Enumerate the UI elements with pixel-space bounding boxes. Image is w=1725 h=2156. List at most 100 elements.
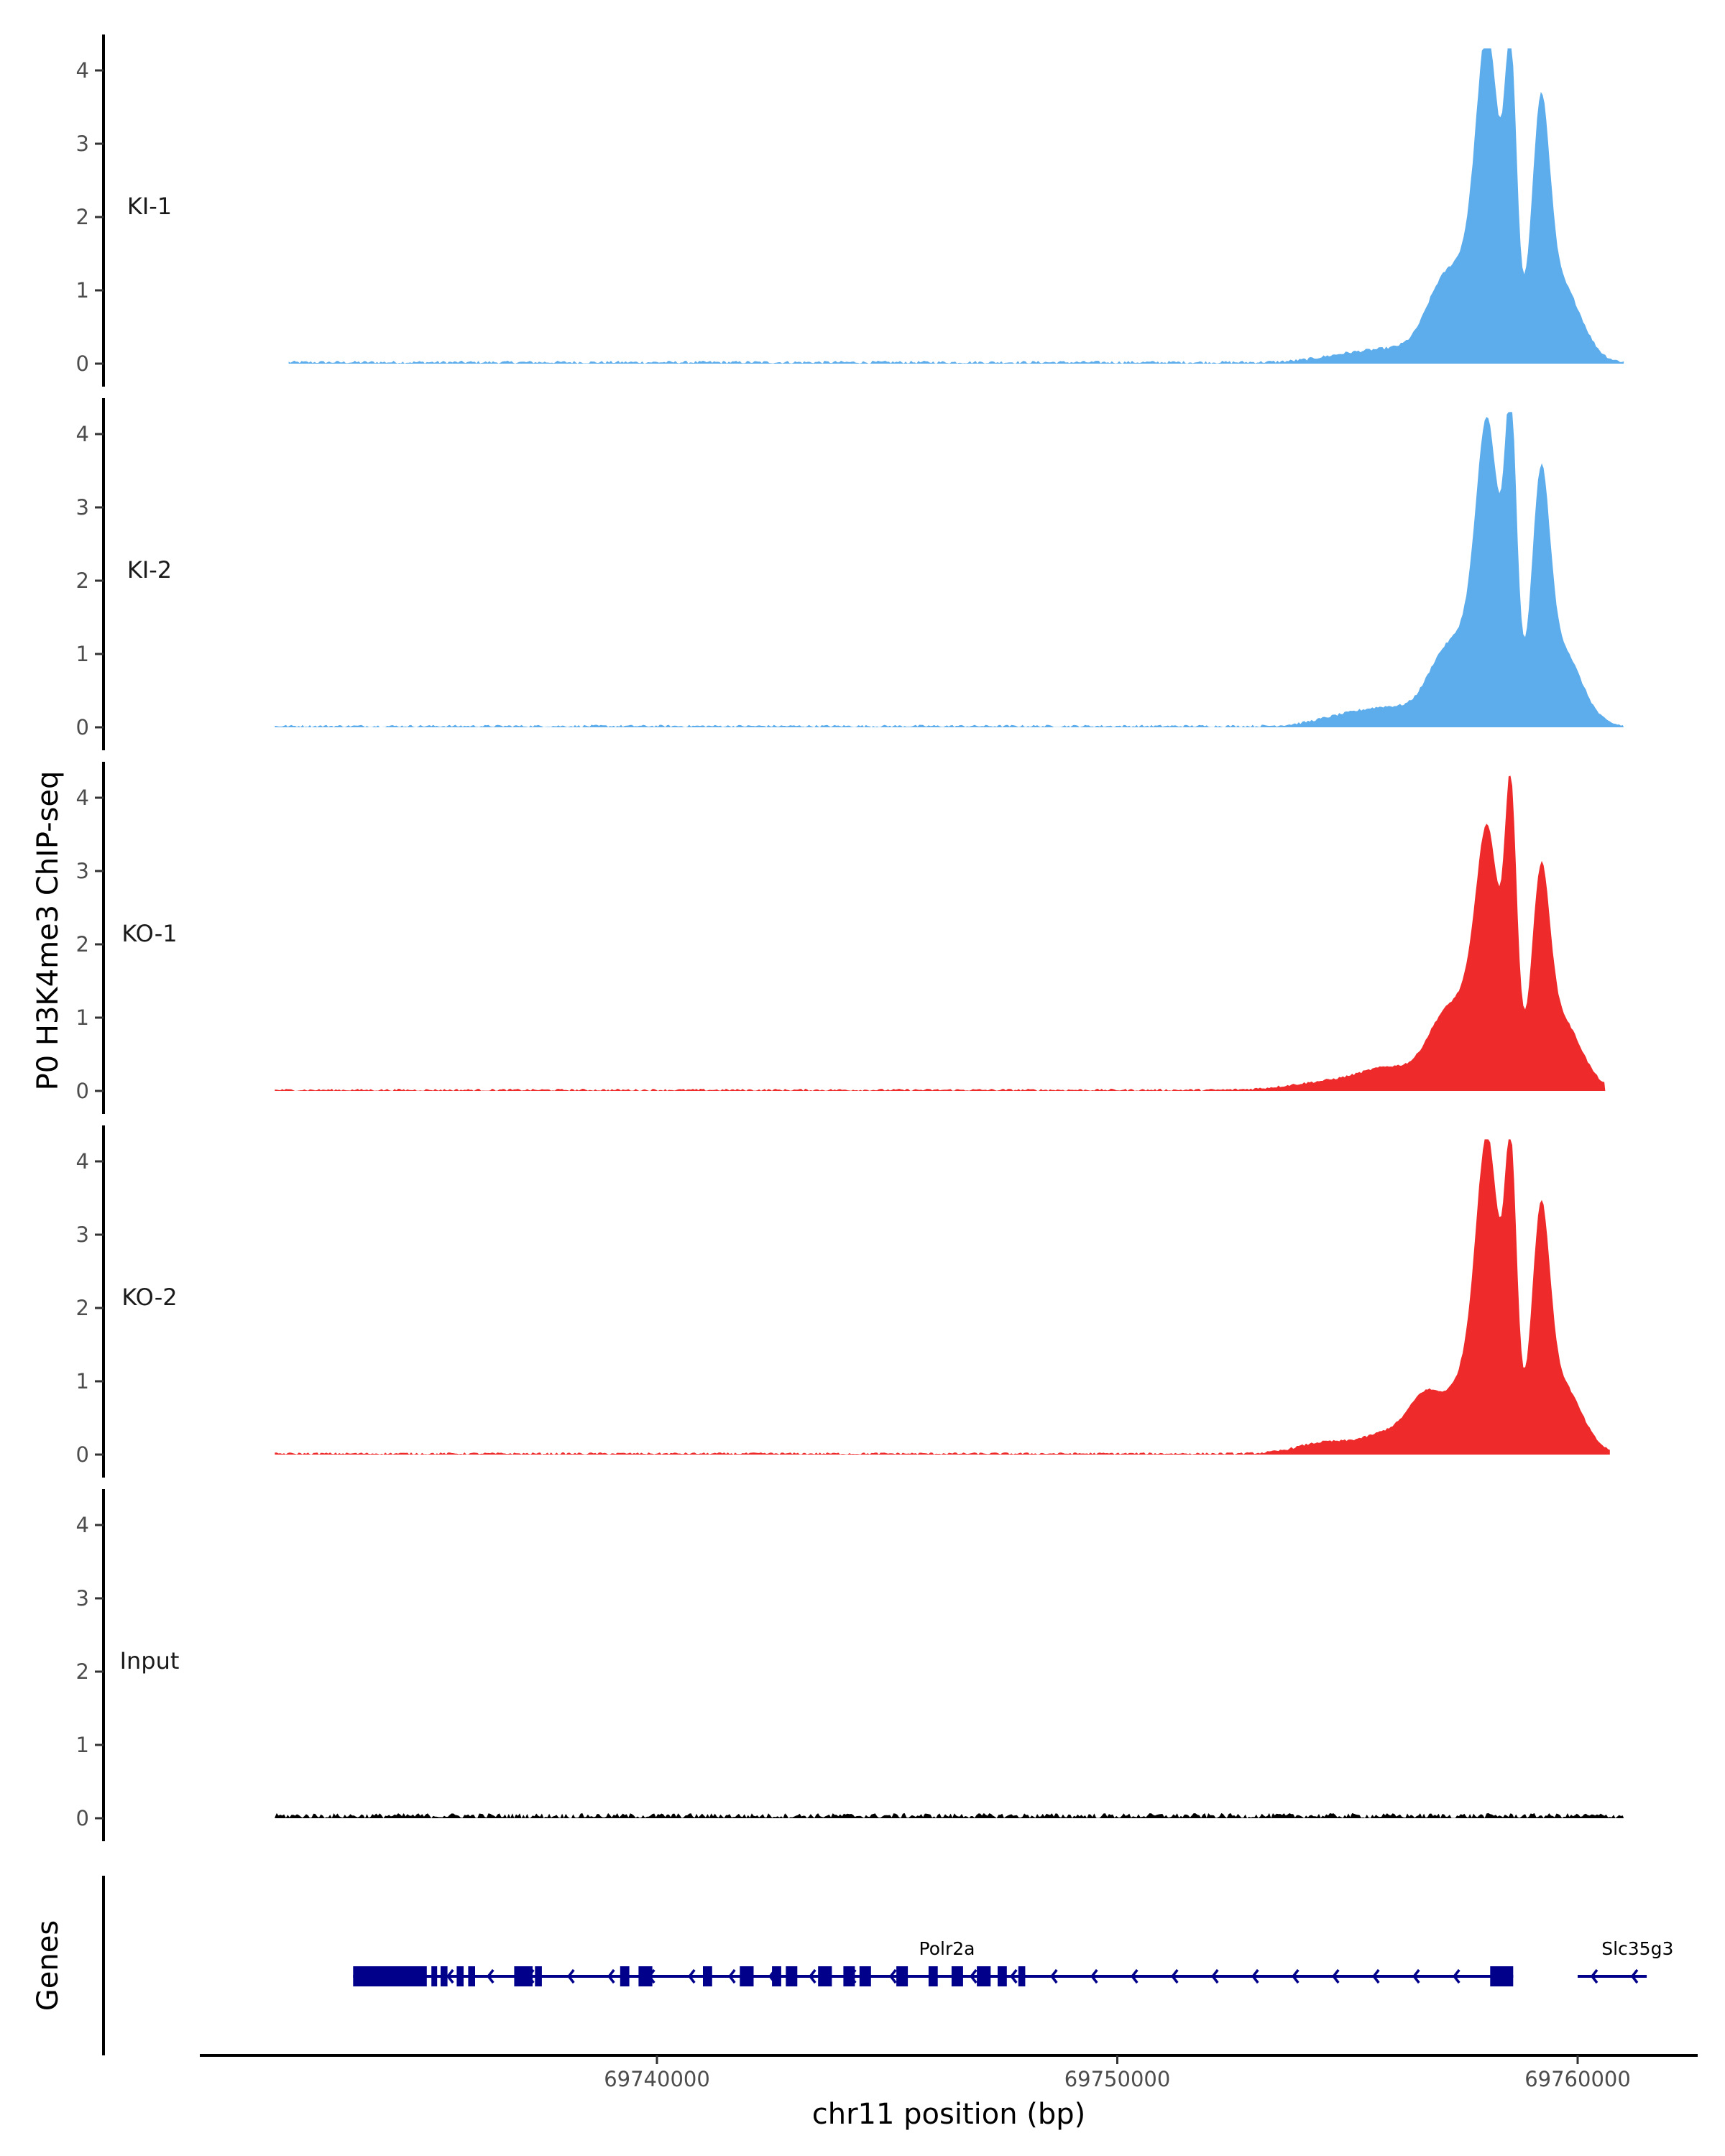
strand-arrow	[1090, 1968, 1098, 1984]
strand-arrow	[607, 1968, 615, 1984]
y-tick-label: 1	[76, 1733, 89, 1757]
track-ki-1: 0 1 2 3 4 KI-1	[76, 34, 1624, 387]
exon	[620, 1966, 630, 1986]
exon	[638, 1966, 653, 1986]
y-tick-label: 2	[76, 1659, 89, 1684]
y-tick-label: 4	[76, 1149, 89, 1174]
y-tick-label: 0	[76, 1079, 89, 1103]
strand-arrow	[1412, 1968, 1420, 1984]
x-tick-label: 69760000	[1524, 2067, 1631, 2091]
track-input: 0 1 2 3 4 Input	[76, 1489, 1624, 1841]
exon	[441, 1966, 448, 1986]
gene-label: Polr2a	[919, 1938, 975, 1959]
strand-arrow	[1050, 1968, 1058, 1984]
exon	[703, 1966, 712, 1986]
exon	[353, 1966, 427, 1986]
y-tick-label: 1	[76, 1005, 89, 1030]
y-tick-label: 2	[76, 568, 89, 593]
track-ko-2: 0 1 2 3 4 KO-2	[76, 1125, 1610, 1478]
exon	[535, 1966, 542, 1986]
strand-arrow	[688, 1968, 696, 1984]
exon	[896, 1966, 908, 1986]
y-tick-label: 3	[76, 1222, 89, 1247]
strand-arrow	[728, 1968, 736, 1984]
genes-axis-title: Genes	[32, 1920, 65, 2011]
y-tick-label: 1	[76, 1369, 89, 1393]
y-tick-label: 2	[76, 932, 89, 957]
y-tick-label: 4	[76, 786, 89, 810]
exon	[1490, 1966, 1514, 1986]
strand-arrow	[809, 1968, 816, 1984]
y-tick-label: 0	[76, 351, 89, 376]
strand-arrow	[1590, 1968, 1598, 1984]
exon	[1018, 1966, 1026, 1986]
y-tick-label: 0	[76, 1442, 89, 1467]
track-ki-2: 0 1 2 3 4 KI-2	[76, 398, 1624, 750]
x-tick-label: 69750000	[1064, 2067, 1171, 2091]
signal-area-ko-2	[275, 1139, 1610, 1455]
y-tick-label: 3	[76, 132, 89, 156]
strand-arrow	[1372, 1968, 1380, 1984]
exon	[951, 1966, 963, 1986]
x-axis: 69740000 69750000 69760000	[200, 2054, 1698, 2091]
strand-arrow	[970, 1968, 978, 1984]
strand-arrow	[1332, 1968, 1340, 1984]
exon	[859, 1966, 871, 1986]
strand-arrow	[1630, 1968, 1639, 1984]
exon	[977, 1966, 991, 1986]
exon	[843, 1966, 855, 1986]
y-tick-label: 3	[76, 859, 89, 883]
strand-arrow	[889, 1968, 897, 1984]
exon	[456, 1966, 464, 1986]
y-tick-label: 4	[76, 58, 89, 83]
gene-label: Slc35g3	[1601, 1938, 1673, 1959]
exon	[818, 1966, 832, 1986]
track-label: KI-1	[127, 193, 172, 220]
track-label: KO-2	[121, 1284, 177, 1311]
strand-arrow	[567, 1968, 575, 1984]
strand-arrow	[1251, 1968, 1259, 1984]
signal-area-input	[275, 1812, 1624, 1818]
exon	[786, 1966, 798, 1986]
gene-slc35g3: Slc35g3	[1578, 1938, 1673, 1984]
y-axis-title: P0 H3K4me3 ChIP-seq	[32, 771, 65, 1091]
y-tick-label: 0	[76, 1806, 89, 1830]
y-tick-label: 2	[76, 205, 89, 229]
strand-arrow	[1211, 1968, 1219, 1984]
y-tick-label: 1	[76, 642, 89, 666]
y-tick-label: 4	[76, 1513, 89, 1537]
strand-arrow	[1010, 1968, 1018, 1984]
x-tick-label: 69740000	[604, 2067, 710, 2091]
y-tick-label: 3	[76, 495, 89, 520]
y-tick-label: 3	[76, 1586, 89, 1611]
y-tick-label: 4	[76, 422, 89, 446]
exon	[431, 1966, 438, 1986]
y-tick-label: 1	[76, 278, 89, 303]
exon	[514, 1966, 533, 1986]
track-label: Input	[120, 1647, 180, 1674]
strand-arrow	[1131, 1968, 1138, 1984]
strand-arrow	[446, 1968, 454, 1984]
exon	[928, 1966, 938, 1986]
strand-arrow	[487, 1968, 494, 1984]
signal-area-ki-1	[288, 48, 1624, 364]
y-tick-label: 2	[76, 1296, 89, 1320]
y-tick-label: 0	[76, 715, 89, 740]
exon	[740, 1966, 754, 1986]
track-ko-1: 0 1 2 3 4 KO-1	[76, 762, 1606, 1114]
strand-arrow	[1171, 1968, 1179, 1984]
strand-arrow	[1292, 1968, 1300, 1984]
signal-tracks: 0 1 2 3 4 KI-1 0 1 2 3 4 KI-2 0 1 2 3 4 KO-1 0 1 2 3 4 KO-2 0 1 2 3…	[76, 34, 1624, 1841]
exon	[468, 1966, 475, 1986]
genes-panel: Polr2a Slc35g3	[102, 1876, 1673, 2055]
track-label: KO-1	[121, 920, 177, 947]
exon	[998, 1966, 1007, 1986]
track-label: KI-2	[127, 556, 172, 584]
exon	[772, 1966, 781, 1986]
x-axis-title: chr11 position (bp)	[812, 2098, 1086, 2131]
signal-area-ki-2	[275, 412, 1624, 727]
strand-arrow	[1453, 1968, 1460, 1984]
signal-area-ko-1	[275, 775, 1606, 1091]
gene-polr2a: Polr2a	[353, 1938, 1514, 1986]
